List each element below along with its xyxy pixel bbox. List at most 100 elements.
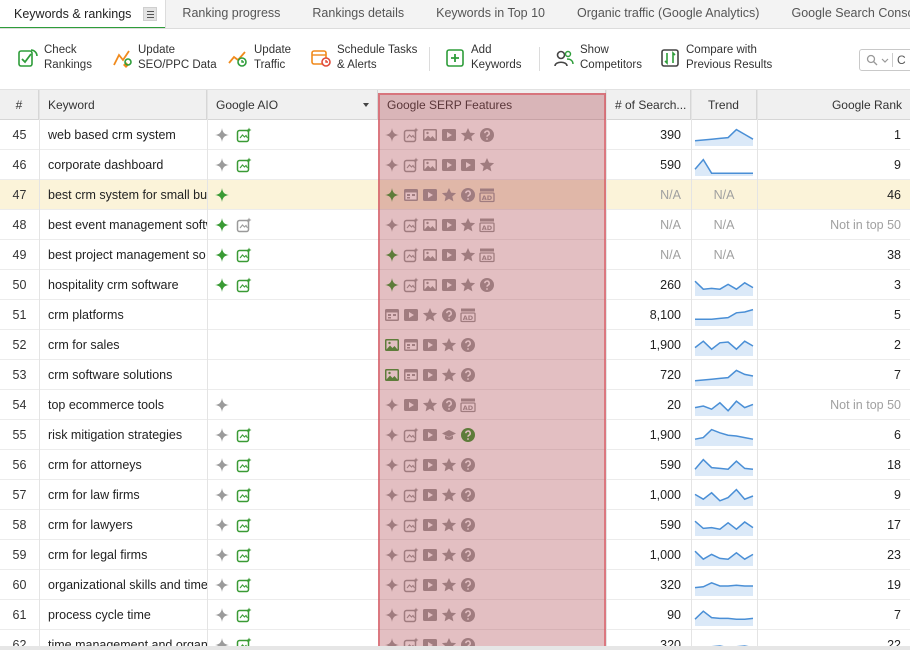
star-icon [441,548,457,562]
keyword-cell[interactable]: crm software solutions [48,368,173,382]
google-aio-cell [207,510,378,540]
keyword-cell[interactable]: process cycle time [48,608,151,622]
keyword-cell[interactable]: organizational skills and time [48,578,207,592]
question-icon [442,308,456,322]
keyword-cell[interactable]: crm for legal firms [48,548,148,562]
update-seo-ppc-button[interactable]: Update SEO/PPC Data [111,43,217,73]
table-row[interactable]: 50 hospitality crm software 260 3 [0,270,910,300]
search-input[interactable]: C [859,49,910,71]
star-icon [441,368,457,382]
ad-icon: AD [479,188,495,203]
calendar-icon [404,189,418,201]
svg-text:AD: AD [482,224,493,232]
table-row[interactable]: 51 crm platforms AD 8,100 5 [0,300,910,330]
tab-rankings-details[interactable]: Rankings details [312,6,405,20]
table-row[interactable]: 60 organizational skills and time 320 19 [0,570,910,600]
horizontal-scrollbar[interactable] [0,646,910,650]
video-icon [442,219,456,231]
update-traffic-button[interactable]: Update Traffic [227,43,291,73]
col-header-google-rank[interactable]: Google Rank [831,98,902,112]
ai-sparkle-icon [385,458,399,472]
tab-menu-icon[interactable] [143,7,158,21]
add-keywords-button[interactable]: Add Keywords [444,43,522,73]
image-icon [385,369,399,381]
column-divider [39,90,40,650]
tab-keywords-top10[interactable]: Keywords in Top 10 [436,6,545,20]
trend-cell [691,540,757,570]
keyword-cell[interactable]: hospitality crm software [48,278,179,292]
dropdown-arrow-icon[interactable] [363,103,369,107]
compare-previous-button[interactable]: Compare with Previous Results [659,43,772,73]
ai-sparkle-icon [385,488,399,502]
google-rank-cell: 17 [887,518,901,532]
google-rank-cell: 7 [894,368,901,382]
keyword-cell[interactable]: web based crm system [48,128,176,142]
competitors-icon [554,50,574,67]
search-volume-cell: 8,100 [649,308,681,322]
col-header-num[interactable]: # [0,90,39,120]
keyword-cell[interactable]: best project management so [48,248,206,262]
row-number: 48 [12,218,27,232]
schedule-tasks-button[interactable]: Schedule Tasks & Alerts [310,43,417,73]
google-rank-cell: 9 [894,158,901,172]
table-row[interactable]: 45 web based crm system 390 1 [0,120,910,150]
serp-features-cell [378,540,606,570]
google-aio-cell [207,450,378,480]
row-number: 45 [12,128,27,142]
question-icon [461,428,475,442]
chevron-down-icon[interactable] [881,56,889,64]
keyword-cell[interactable]: crm for sales [48,338,120,352]
col-header-keyword[interactable]: Keyword [39,90,207,120]
tab-label: Keywords & rankings [14,6,132,21]
keyword-cell[interactable]: crm for law firms [48,488,140,502]
table-row[interactable]: 61 process cycle time 90 7 [0,600,910,630]
trend-na: N/A [713,188,735,202]
search-volume-cell: 1,900 [649,338,681,352]
keyword-cell[interactable]: corporate dashboard [48,158,164,172]
ai-sparkle-icon [215,398,229,412]
table-row[interactable]: 58 crm for lawyers 590 17 [0,510,910,540]
tab-ranking-progress[interactable]: Ranking progress [182,6,281,20]
ai-sparkle-icon [215,608,229,622]
google-aio-cell [207,480,378,510]
keyword-cell[interactable]: best event management softw [48,218,207,232]
trend-cell [691,480,757,510]
ai-sparkle-icon [385,218,399,232]
table-row[interactable]: 59 crm for legal firms 1,000 23 [0,540,910,570]
ai-sparkle-icon [215,458,229,472]
col-header-trend[interactable]: Trend [691,90,757,120]
table-row[interactable]: 52 crm for sales 1,900 2 [0,330,910,360]
keyword-cell[interactable]: risk mitigation strategies [48,428,183,442]
check-rankings-button[interactable]: Check Rankings [17,43,92,73]
trend-sparkline [694,280,754,296]
image-new-icon [236,277,252,293]
keyword-cell[interactable]: crm platforms [48,308,124,322]
table-row[interactable]: 47 best crm system for small bu AD N/A N… [0,180,910,210]
table-row[interactable]: 54 top ecommerce tools AD 20 Not in top … [0,390,910,420]
keyword-cell[interactable]: crm for lawyers [48,518,133,532]
trend-cell [691,600,757,630]
table-row[interactable]: 56 crm for attorneys 590 18 [0,450,910,480]
table-row[interactable]: 53 crm software solutions 720 7 [0,360,910,390]
trend-cell [691,390,757,420]
tab-organic-traffic[interactable]: Organic traffic (Google Analytics) [576,6,760,20]
col-header-google-aio[interactable]: Google AIO [207,90,378,120]
table-row[interactable]: 55 risk mitigation strategies 1,900 6 [0,420,910,450]
table-row[interactable]: 46 corporate dashboard 590 9 [0,150,910,180]
keyword-cell[interactable]: crm for attorneys [48,458,142,472]
tab-keywords-rankings[interactable]: Keywords & rankings [0,0,167,28]
row-number: 59 [12,548,27,562]
image-icon [423,219,437,231]
table-row[interactable]: 57 crm for law firms 1,000 9 [0,480,910,510]
table-row[interactable]: 49 best project management so AD N/A N/A… [0,240,910,270]
question-icon [461,368,475,382]
image-new-icon [236,247,252,263]
keyword-cell[interactable]: best crm system for small bu [48,188,207,202]
show-competitors-button[interactable]: Show Competitors [553,43,642,73]
table-row[interactable]: 48 best event management softw AD N/A N/… [0,210,910,240]
col-header-search-volume[interactable]: # of Search... [606,90,691,120]
col-header-serp-features[interactable]: Google SERP Features [378,90,606,120]
add-keywords-icon [446,49,464,67]
keyword-cell[interactable]: top ecommerce tools [48,398,165,412]
tab-google-search-console[interactable]: Google Search Conso [791,6,910,20]
